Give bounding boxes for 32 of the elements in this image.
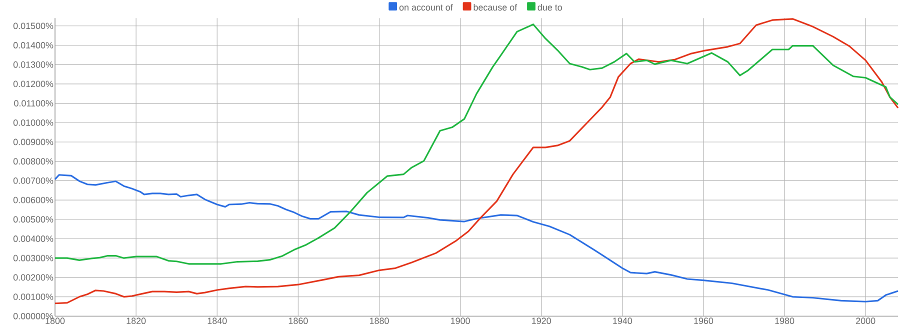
y-tick-label: 0.01000%: [13, 119, 54, 126]
y-tick-label: 0.01300%: [13, 61, 54, 68]
y-tick-label: 0.01100%: [14, 100, 54, 106]
x-tick-label: 1840: [208, 318, 227, 324]
x-tick-label: 1820: [126, 318, 146, 324]
y-tick-label: 0.01500%: [13, 22, 54, 30]
x-tick-label: 1800: [46, 318, 65, 324]
legend-label: due to: [538, 4, 562, 11]
legend-label: on account of: [399, 4, 453, 10]
line-series: [54, 174, 899, 302]
x-tick-label: 1960: [694, 318, 714, 324]
legend-label: because of: [474, 4, 518, 11]
y-tick-label: 0.00100%: [13, 294, 54, 300]
y-tick-label: 0.00800%: [13, 158, 54, 164]
x-tick-label: 1900: [451, 318, 470, 324]
x-tick-label: 1920: [532, 318, 551, 324]
y-tick-label: 0.01400%: [13, 42, 54, 48]
x-tick-label: 1940: [613, 318, 632, 324]
y-tick-label: 0.00600%: [13, 196, 54, 204]
y-tick-label: 0.00900%: [13, 138, 54, 146]
y-tick-label: 0.00300%: [13, 254, 54, 262]
y-tick-label: 0.00400%: [13, 236, 54, 242]
y-tick-label: 0.00700%: [13, 177, 54, 184]
x-tick-label: 1860: [288, 318, 308, 324]
x-tick-label: 1980: [775, 318, 794, 324]
y-tick-label: 0.00200%: [13, 274, 54, 281]
y-tick-label: 0.00500%: [13, 216, 54, 223]
y-tick-label: 0.01200%: [13, 80, 54, 88]
line-series: [54, 18, 899, 304]
x-tick-label: 1880: [370, 318, 389, 324]
y-tick-label: 0.00000%: [13, 312, 54, 320]
x-tick-label: 2000: [856, 318, 876, 324]
